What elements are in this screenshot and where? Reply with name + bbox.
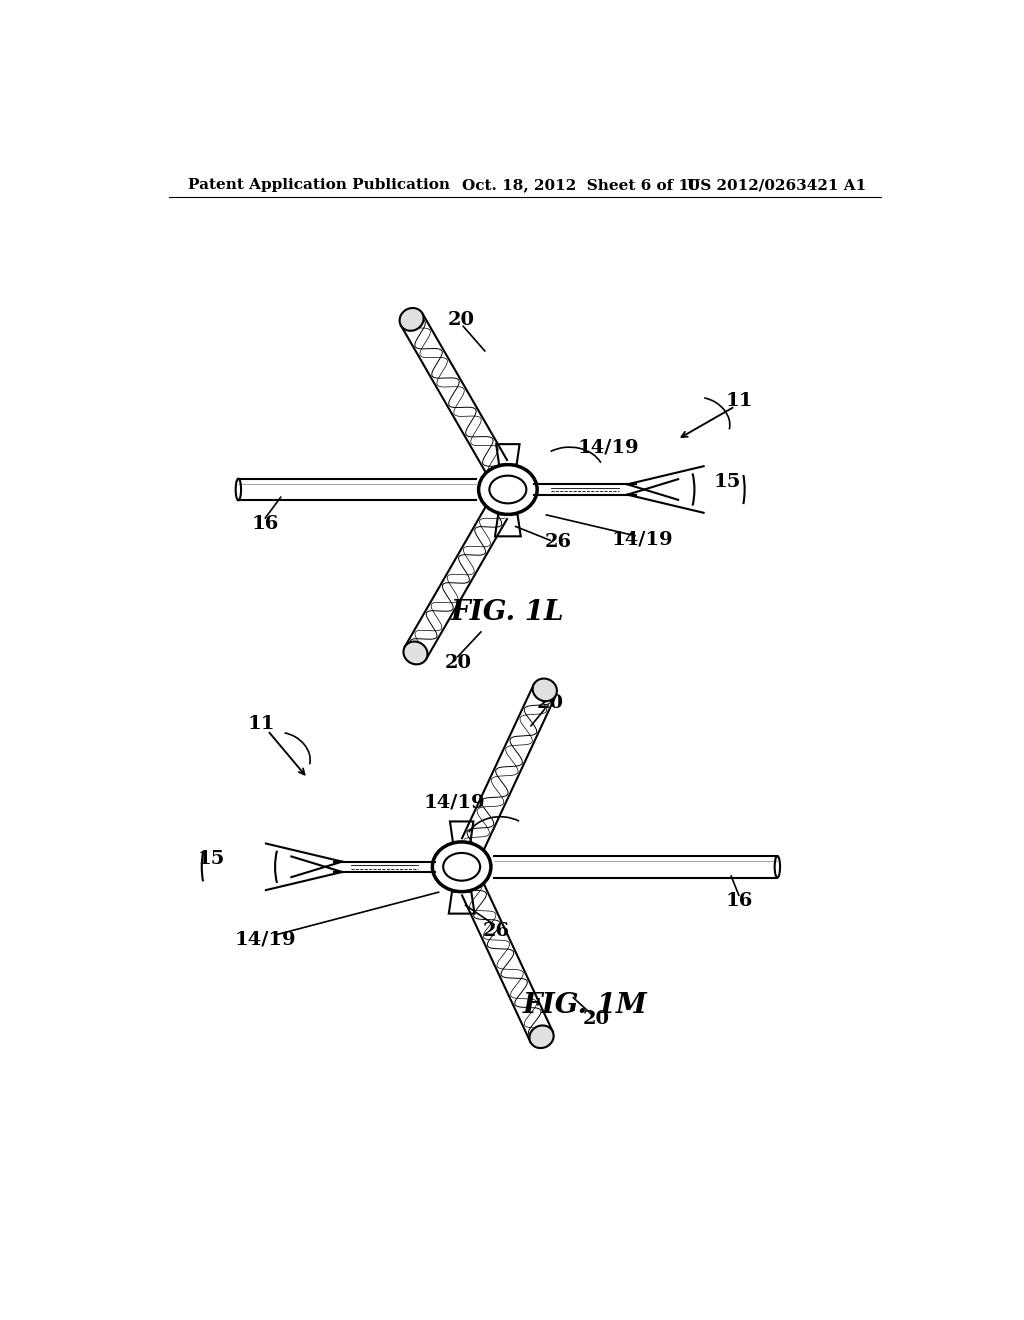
- Text: 16: 16: [725, 892, 753, 911]
- Text: 14/19: 14/19: [611, 531, 674, 549]
- Text: 26: 26: [545, 533, 571, 550]
- Text: 14/19: 14/19: [578, 438, 639, 457]
- Text: US 2012/0263421 A1: US 2012/0263421 A1: [687, 178, 866, 193]
- Text: 15: 15: [198, 850, 225, 869]
- Text: 15: 15: [714, 473, 741, 491]
- Text: 20: 20: [583, 1010, 610, 1028]
- Text: Oct. 18, 2012  Sheet 6 of 10: Oct. 18, 2012 Sheet 6 of 10: [462, 178, 699, 193]
- Text: 20: 20: [537, 694, 563, 711]
- Text: 14/19: 14/19: [423, 793, 484, 812]
- Ellipse shape: [403, 642, 427, 664]
- Text: 14/19: 14/19: [234, 931, 296, 949]
- Text: 11: 11: [248, 715, 275, 734]
- Text: 20: 20: [444, 653, 471, 672]
- Text: Patent Application Publication: Patent Application Publication: [188, 178, 451, 193]
- Ellipse shape: [532, 678, 557, 701]
- Ellipse shape: [399, 308, 424, 331]
- Text: FIG. 1M: FIG. 1M: [522, 991, 647, 1019]
- Text: FIG. 1L: FIG. 1L: [452, 599, 564, 626]
- Text: 26: 26: [482, 921, 510, 940]
- Text: 16: 16: [252, 515, 279, 533]
- Ellipse shape: [529, 1026, 554, 1048]
- Text: 20: 20: [449, 312, 475, 329]
- Text: 11: 11: [725, 392, 753, 411]
